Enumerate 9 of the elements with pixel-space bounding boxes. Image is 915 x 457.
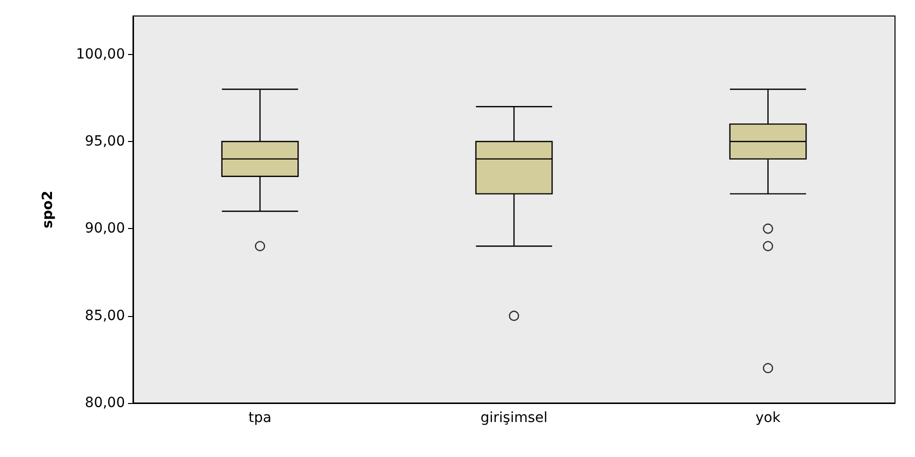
y-tick-label: 95,00: [84, 134, 125, 150]
y-tick-label: 90,00: [84, 220, 125, 237]
y-tick-label: 80,00: [84, 395, 125, 411]
x-tick-label: girişimsel: [480, 410, 548, 426]
x-tick-label: tpa: [248, 410, 272, 426]
x-tick-label: yok: [756, 410, 782, 426]
y-axis-title: spo2: [40, 190, 56, 228]
y-tick-label: 100,00: [76, 46, 125, 62]
y-tick-label: 85,00: [84, 308, 125, 324]
